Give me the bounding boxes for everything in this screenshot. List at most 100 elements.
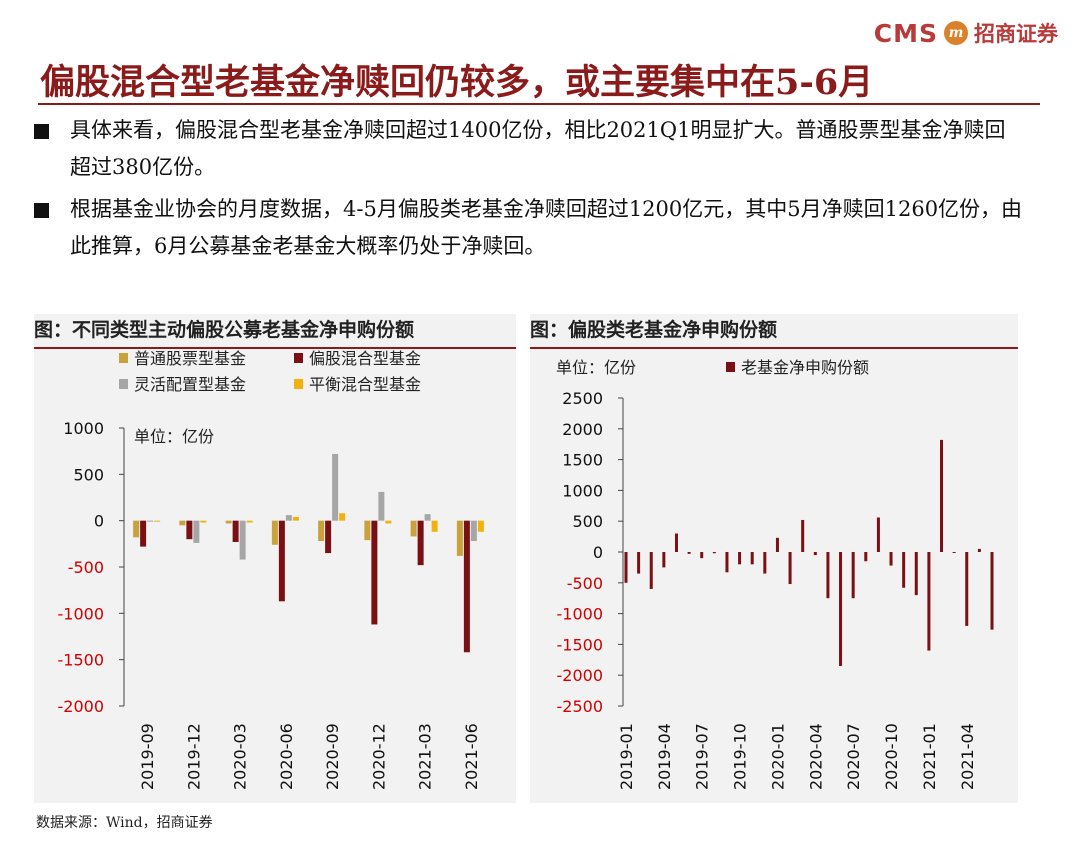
bar (285, 515, 292, 521)
bar (154, 520, 161, 522)
bar (864, 552, 868, 562)
bar (712, 552, 716, 554)
bar (738, 552, 742, 565)
x-tick-label: 2020-09 (323, 723, 342, 790)
bar (186, 520, 193, 540)
title-divider (38, 103, 1040, 105)
legend-swatch (119, 353, 128, 363)
square-bullet-icon (34, 124, 49, 139)
bullet-list: 具体来看，偏股混合型老基金净赎回超过1400亿份，相比2021Q1明显扩大。普通… (34, 112, 1024, 270)
bar (477, 520, 484, 532)
legend-label: 普通股票型基金 (134, 349, 246, 368)
legend-label: 老基金净申购份额 (741, 358, 869, 377)
bar (470, 520, 477, 542)
bar (456, 520, 463, 556)
bar (200, 520, 207, 523)
y-tick-label: 2000 (562, 420, 603, 439)
bullet-text: 根据基金业协会的月度数据，4-5月偏股类老基金净赎回超过1200亿元，其中5月净… (70, 197, 1023, 258)
bar (385, 520, 392, 524)
bar (339, 513, 346, 521)
x-tick-label: 2021-01 (920, 723, 939, 790)
bar (318, 520, 325, 542)
chart-title-divider (530, 347, 1018, 349)
legend-swatch (294, 353, 303, 363)
bar (977, 548, 981, 552)
bar (246, 520, 253, 523)
bar (763, 552, 767, 574)
y-tick-label: 0 (593, 543, 603, 562)
bar (637, 552, 641, 574)
x-tick-label: 2021-06 (462, 723, 481, 790)
bar (431, 520, 438, 532)
bar (364, 520, 371, 541)
x-tick-label: 2021-04 (958, 723, 977, 790)
x-tick-label: 2019-04 (655, 723, 674, 790)
bar (325, 520, 332, 554)
bar (674, 533, 678, 552)
x-tick-label: 2020-06 (277, 723, 296, 790)
logo-text: CMS (873, 18, 938, 48)
bar (417, 520, 424, 566)
y-tick-label: 2500 (562, 389, 603, 408)
bar (876, 517, 880, 552)
bar (410, 520, 417, 537)
bar (990, 552, 994, 630)
bar (271, 520, 278, 545)
monthly-bar-chart: 单位：亿份 老基金净申购份额 2500 2000 1500 1000 500 0 -500 -10… (556, 358, 994, 790)
bar (225, 520, 232, 524)
bar (725, 552, 729, 573)
bar (624, 552, 628, 583)
y-tick-label: 500 (572, 512, 603, 531)
legend-swatch (294, 379, 303, 389)
bar (232, 520, 239, 542)
bar (378, 491, 385, 521)
bar (813, 552, 817, 556)
unit-label: 单位：亿份 (556, 358, 636, 377)
page-title: 偏股混合型老基金净赎回仍较多，或主要集中在5-6月 (40, 62, 874, 103)
y-tick-label: -2000 (58, 697, 105, 716)
bar (687, 552, 691, 554)
bar (179, 520, 186, 526)
x-tick-label: 2020-10 (882, 723, 901, 790)
y-tick-label: 1000 (63, 419, 104, 438)
y-tick-label: -1000 (58, 604, 105, 623)
x-tick-label: 2020-01 (768, 723, 787, 790)
y-tick-label: -500 (68, 558, 104, 577)
y-tick-label: 500 (73, 465, 104, 484)
data-source-note: 数据来源：Wind，招商证券 (36, 815, 213, 831)
y-tick-label: -1500 (58, 651, 105, 670)
bar (801, 519, 805, 552)
legend-swatch (726, 362, 735, 372)
y-tick-label: 1500 (562, 451, 603, 470)
bar (952, 552, 956, 553)
legend-label: 灵活配置型基金 (134, 375, 246, 394)
bullet-item: 根据基金业协会的月度数据，4-5月偏股类老基金净赎回超过1200亿元，其中5月净… (34, 191, 1024, 265)
bar (292, 516, 299, 521)
x-tick-label: 2019-10 (731, 723, 750, 790)
logo-emblem-icon: m (944, 21, 968, 45)
y-tick-label: -2000 (557, 666, 604, 685)
bar (788, 552, 792, 585)
bar (424, 514, 431, 521)
bar (193, 520, 200, 543)
bar (278, 520, 285, 602)
legend-label: 偏股混合型基金 (309, 349, 421, 368)
bar (889, 552, 893, 566)
bar (700, 552, 704, 559)
bar (940, 439, 944, 552)
bar (147, 520, 154, 522)
bar (371, 520, 378, 625)
bar (140, 520, 147, 547)
y-tick-label: -500 (567, 574, 603, 593)
chart-title: 图：不同类型主动偏股公募老基金净申购份额 (34, 319, 415, 341)
legend-swatch (119, 379, 128, 389)
unit-label: 单位：亿份 (134, 427, 214, 446)
bullet-item: 具体来看，偏股混合型老基金净赎回超过1400亿份，相比2021Q1明显扩大。普通… (34, 112, 1024, 186)
x-tick-label: 2020-03 (231, 723, 250, 790)
x-tick-label: 2021-03 (416, 723, 435, 790)
bar (463, 520, 470, 653)
y-tick-label: -1500 (557, 635, 604, 654)
bar (332, 453, 339, 521)
bar (239, 520, 246, 560)
